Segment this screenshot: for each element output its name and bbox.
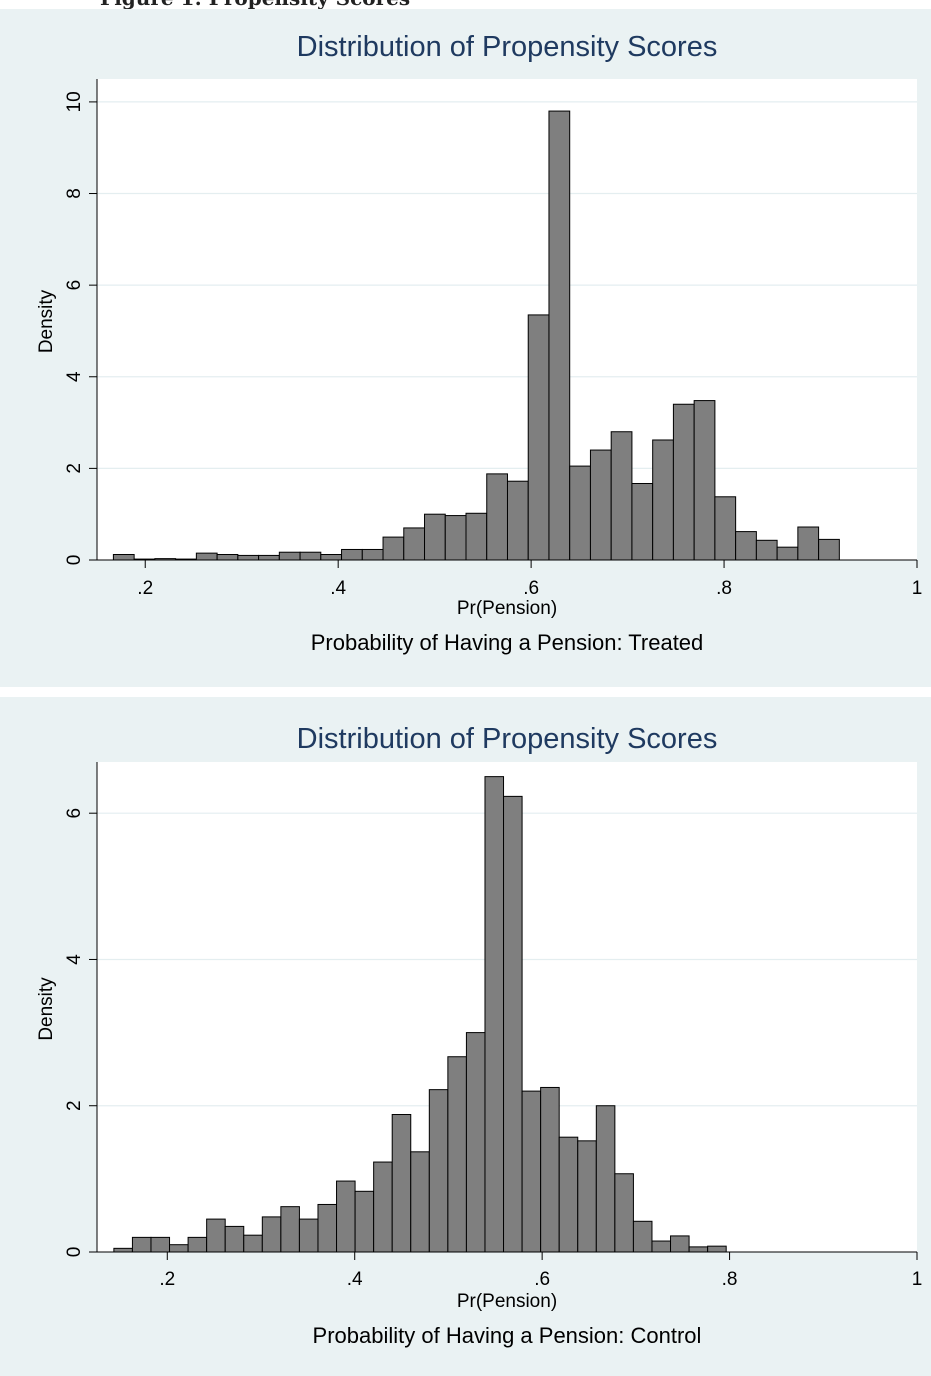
histogram-bar bbox=[298, 1218, 319, 1253]
x-axis-label: Pr(Pension) bbox=[457, 598, 557, 619]
histogram-bar bbox=[261, 1216, 282, 1253]
histogram-bar bbox=[818, 538, 840, 561]
chart-note: Probability of Having a Pension: Treated bbox=[311, 630, 704, 655]
y-tick-label: 4 bbox=[64, 954, 85, 965]
y-tick-label: 2 bbox=[64, 1100, 85, 1111]
histogram-bar bbox=[150, 1236, 171, 1253]
x-tick-label: .6 bbox=[523, 578, 539, 599]
histogram-bar bbox=[610, 431, 633, 561]
chart-panel-control: 0 2 4 6 .2 .4 .6 .8 1 Distribution of Propensity … bbox=[0, 697, 931, 1376]
histogram-bar bbox=[688, 1246, 709, 1253]
histogram-bar bbox=[361, 548, 384, 561]
histogram-bar bbox=[336, 1180, 356, 1253]
chart-panel-treated: 0 2 4 6 8 10 .2 .4 .6 .8 1 Distribution of Propensi… bbox=[0, 9, 931, 687]
x-tick-label: .8 bbox=[716, 578, 732, 599]
histogram-bar bbox=[299, 551, 322, 561]
histogram-bar bbox=[444, 515, 467, 561]
histogram-bar bbox=[631, 482, 654, 561]
x-tick-label: .2 bbox=[137, 578, 153, 599]
x-tick-label: 1 bbox=[912, 1269, 923, 1290]
histogram-bar bbox=[558, 1136, 579, 1253]
y-tick-label: 0 bbox=[64, 1247, 85, 1258]
histogram-bar bbox=[169, 1244, 189, 1253]
histogram-bar bbox=[243, 1234, 263, 1253]
histogram-bar bbox=[707, 1245, 727, 1253]
histogram-bar bbox=[672, 403, 695, 561]
histogram-bar bbox=[548, 110, 571, 561]
y-tick-label: 2 bbox=[64, 463, 85, 474]
histogram-bar bbox=[652, 439, 674, 561]
histogram-bar bbox=[540, 1086, 560, 1253]
histogram-bar bbox=[651, 1240, 672, 1253]
histogram-bar bbox=[589, 449, 612, 561]
histogram-bar bbox=[465, 512, 488, 561]
y-tick-label: 8 bbox=[64, 188, 85, 199]
x-tick-label: .4 bbox=[347, 1269, 363, 1290]
histogram-bar bbox=[237, 554, 260, 561]
y-tick-label: 6 bbox=[64, 808, 85, 819]
histogram-bar bbox=[521, 1090, 542, 1253]
histogram-bar bbox=[354, 1190, 375, 1253]
y-tick-label: 10 bbox=[64, 91, 85, 112]
histogram-bar bbox=[755, 539, 778, 561]
y-tick-label: 4 bbox=[64, 371, 85, 382]
x-tick-label: 1 bbox=[912, 578, 923, 599]
histogram-bar bbox=[797, 526, 820, 561]
histogram-bar bbox=[320, 554, 343, 561]
histogram-bar bbox=[632, 1220, 653, 1253]
chart-title: Distribution of Propensity Scores bbox=[297, 723, 718, 755]
histogram-bar bbox=[614, 1173, 634, 1253]
y-tick-label: 0 bbox=[64, 555, 85, 566]
histogram-bar bbox=[410, 1151, 430, 1253]
x-tick-label: .8 bbox=[722, 1269, 738, 1290]
y-axis-label: Density bbox=[36, 289, 57, 353]
histogram-bar bbox=[187, 1236, 208, 1253]
histogram-bar bbox=[447, 1056, 467, 1253]
histogram-bar bbox=[280, 1206, 300, 1253]
y-tick-label: 6 bbox=[64, 280, 85, 291]
histogram-bar bbox=[776, 546, 799, 561]
histogram-bar bbox=[503, 795, 523, 1253]
chart-svg-treated: 0 2 4 6 8 10 .2 .4 .6 .8 1 Distribution of Propensi… bbox=[0, 9, 931, 687]
histogram-bar bbox=[577, 1140, 597, 1253]
y-axis-label: Density bbox=[36, 977, 57, 1041]
histogram-bar bbox=[206, 1218, 226, 1253]
histogram-bar bbox=[403, 527, 426, 561]
histogram-bar bbox=[391, 1114, 412, 1253]
histogram-bar bbox=[278, 551, 301, 561]
histogram-bar bbox=[486, 473, 508, 561]
histogram-bar bbox=[112, 554, 135, 561]
histogram-bar bbox=[527, 314, 550, 561]
histogram-bar bbox=[113, 1247, 133, 1253]
histogram-bar bbox=[382, 536, 405, 561]
histogram-bar bbox=[131, 1236, 152, 1253]
histogram-bar bbox=[595, 1105, 616, 1253]
chart-title: Distribution of Propensity Scores bbox=[297, 31, 718, 63]
chart-note: Probability of Having a Pension: Control bbox=[313, 1323, 702, 1348]
histogram-bar bbox=[465, 1032, 486, 1253]
histogram-bar bbox=[484, 776, 505, 1253]
x-axis-label: Pr(Pension) bbox=[457, 1291, 557, 1312]
histogram-bar bbox=[317, 1203, 338, 1253]
histogram-bar bbox=[506, 480, 529, 561]
x-tick-label: .2 bbox=[159, 1269, 175, 1290]
x-tick-label: .6 bbox=[534, 1269, 550, 1290]
histogram-bar bbox=[341, 548, 363, 561]
histogram-bar bbox=[195, 552, 218, 561]
histogram-bar bbox=[670, 1235, 690, 1253]
x-tick-label: .4 bbox=[330, 578, 346, 599]
histogram-bar bbox=[569, 465, 591, 561]
histogram-bar bbox=[714, 496, 737, 561]
histogram-bar bbox=[735, 531, 757, 561]
figure-caption-text: Figure 1: Propensity Scores bbox=[100, 0, 410, 9]
histogram-bar bbox=[424, 513, 446, 561]
histogram-bar bbox=[258, 554, 280, 561]
histogram-bar bbox=[216, 554, 239, 561]
histogram-bar bbox=[428, 1089, 449, 1253]
figure-caption-fragment: Figure 1: Propensity Scores bbox=[0, 0, 931, 9]
chart-svg-control: 0 2 4 6 .2 .4 .6 .8 1 Distribution of Propensity … bbox=[0, 697, 931, 1376]
histogram-bar bbox=[224, 1225, 245, 1253]
histogram-bar bbox=[373, 1161, 393, 1253]
histogram-bar bbox=[693, 400, 716, 561]
